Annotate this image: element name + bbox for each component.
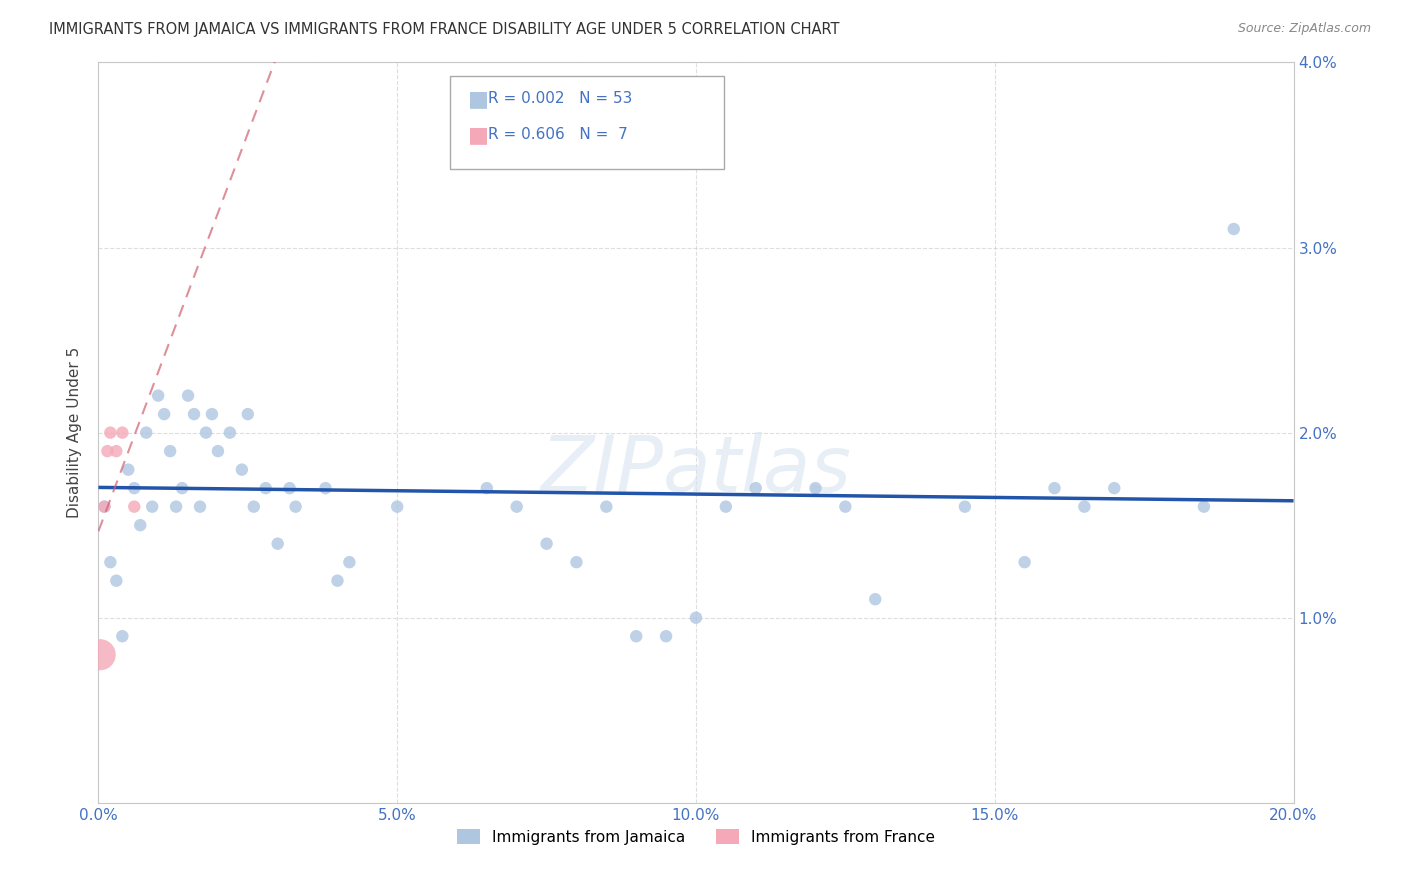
Point xyxy=(953,500,976,514)
Point xyxy=(865,592,887,607)
Point xyxy=(96,444,118,458)
Text: IMMIGRANTS FROM JAMAICA VS IMMIGRANTS FROM FRANCE DISABILITY AGE UNDER 5 CORRELA: IMMIGRANTS FROM JAMAICA VS IMMIGRANTS FR… xyxy=(49,22,839,37)
Point xyxy=(165,500,187,514)
Point xyxy=(804,481,827,495)
Point xyxy=(446,92,468,106)
Point xyxy=(207,444,229,458)
Point xyxy=(236,407,259,421)
Point xyxy=(124,500,146,514)
Point xyxy=(1014,555,1036,569)
Point xyxy=(685,610,707,624)
Point xyxy=(655,629,678,643)
Point xyxy=(129,518,152,533)
Point xyxy=(339,555,361,569)
Point xyxy=(231,462,253,476)
Point xyxy=(385,500,409,514)
Text: R = 0.606   N =  7: R = 0.606 N = 7 xyxy=(488,127,627,142)
Point xyxy=(98,555,122,569)
Point xyxy=(267,536,290,550)
Point xyxy=(243,500,266,514)
Point xyxy=(89,648,111,662)
Point xyxy=(745,481,768,495)
Point xyxy=(172,481,194,495)
Point xyxy=(141,500,163,514)
Text: ■: ■ xyxy=(468,89,489,109)
Point xyxy=(105,444,128,458)
Point xyxy=(148,389,170,403)
Point xyxy=(326,574,349,588)
Point xyxy=(111,425,134,440)
Legend: Immigrants from Jamaica, Immigrants from France: Immigrants from Jamaica, Immigrants from… xyxy=(451,822,941,851)
Point xyxy=(159,444,181,458)
Point xyxy=(254,481,277,495)
Point xyxy=(315,481,337,495)
Point xyxy=(201,407,224,421)
Point xyxy=(219,425,242,440)
Point xyxy=(506,500,529,514)
Point xyxy=(1043,481,1066,495)
Point xyxy=(1104,481,1126,495)
Point xyxy=(93,500,115,514)
Point xyxy=(278,481,301,495)
Point xyxy=(105,574,128,588)
Point xyxy=(565,555,588,569)
Point xyxy=(111,629,134,643)
Text: Source: ZipAtlas.com: Source: ZipAtlas.com xyxy=(1237,22,1371,36)
Point xyxy=(536,536,558,550)
Y-axis label: Disability Age Under 5: Disability Age Under 5 xyxy=(67,347,83,518)
Point xyxy=(626,629,648,643)
Point xyxy=(475,481,498,495)
Point xyxy=(595,500,617,514)
Point xyxy=(1073,500,1095,514)
Point xyxy=(93,500,115,514)
Point xyxy=(98,425,122,440)
Point xyxy=(284,500,307,514)
Point xyxy=(183,407,205,421)
Point xyxy=(188,500,211,514)
Point xyxy=(714,500,737,514)
Point xyxy=(153,407,176,421)
Point xyxy=(1223,222,1246,236)
Point xyxy=(135,425,157,440)
Text: R = 0.002   N = 53: R = 0.002 N = 53 xyxy=(488,91,633,106)
Text: ■: ■ xyxy=(468,125,489,145)
Text: ZIPatlas: ZIPatlas xyxy=(540,432,852,508)
Point xyxy=(124,481,146,495)
Point xyxy=(177,389,200,403)
Point xyxy=(117,462,139,476)
Point xyxy=(834,500,856,514)
Point xyxy=(195,425,218,440)
Point xyxy=(1192,500,1215,514)
